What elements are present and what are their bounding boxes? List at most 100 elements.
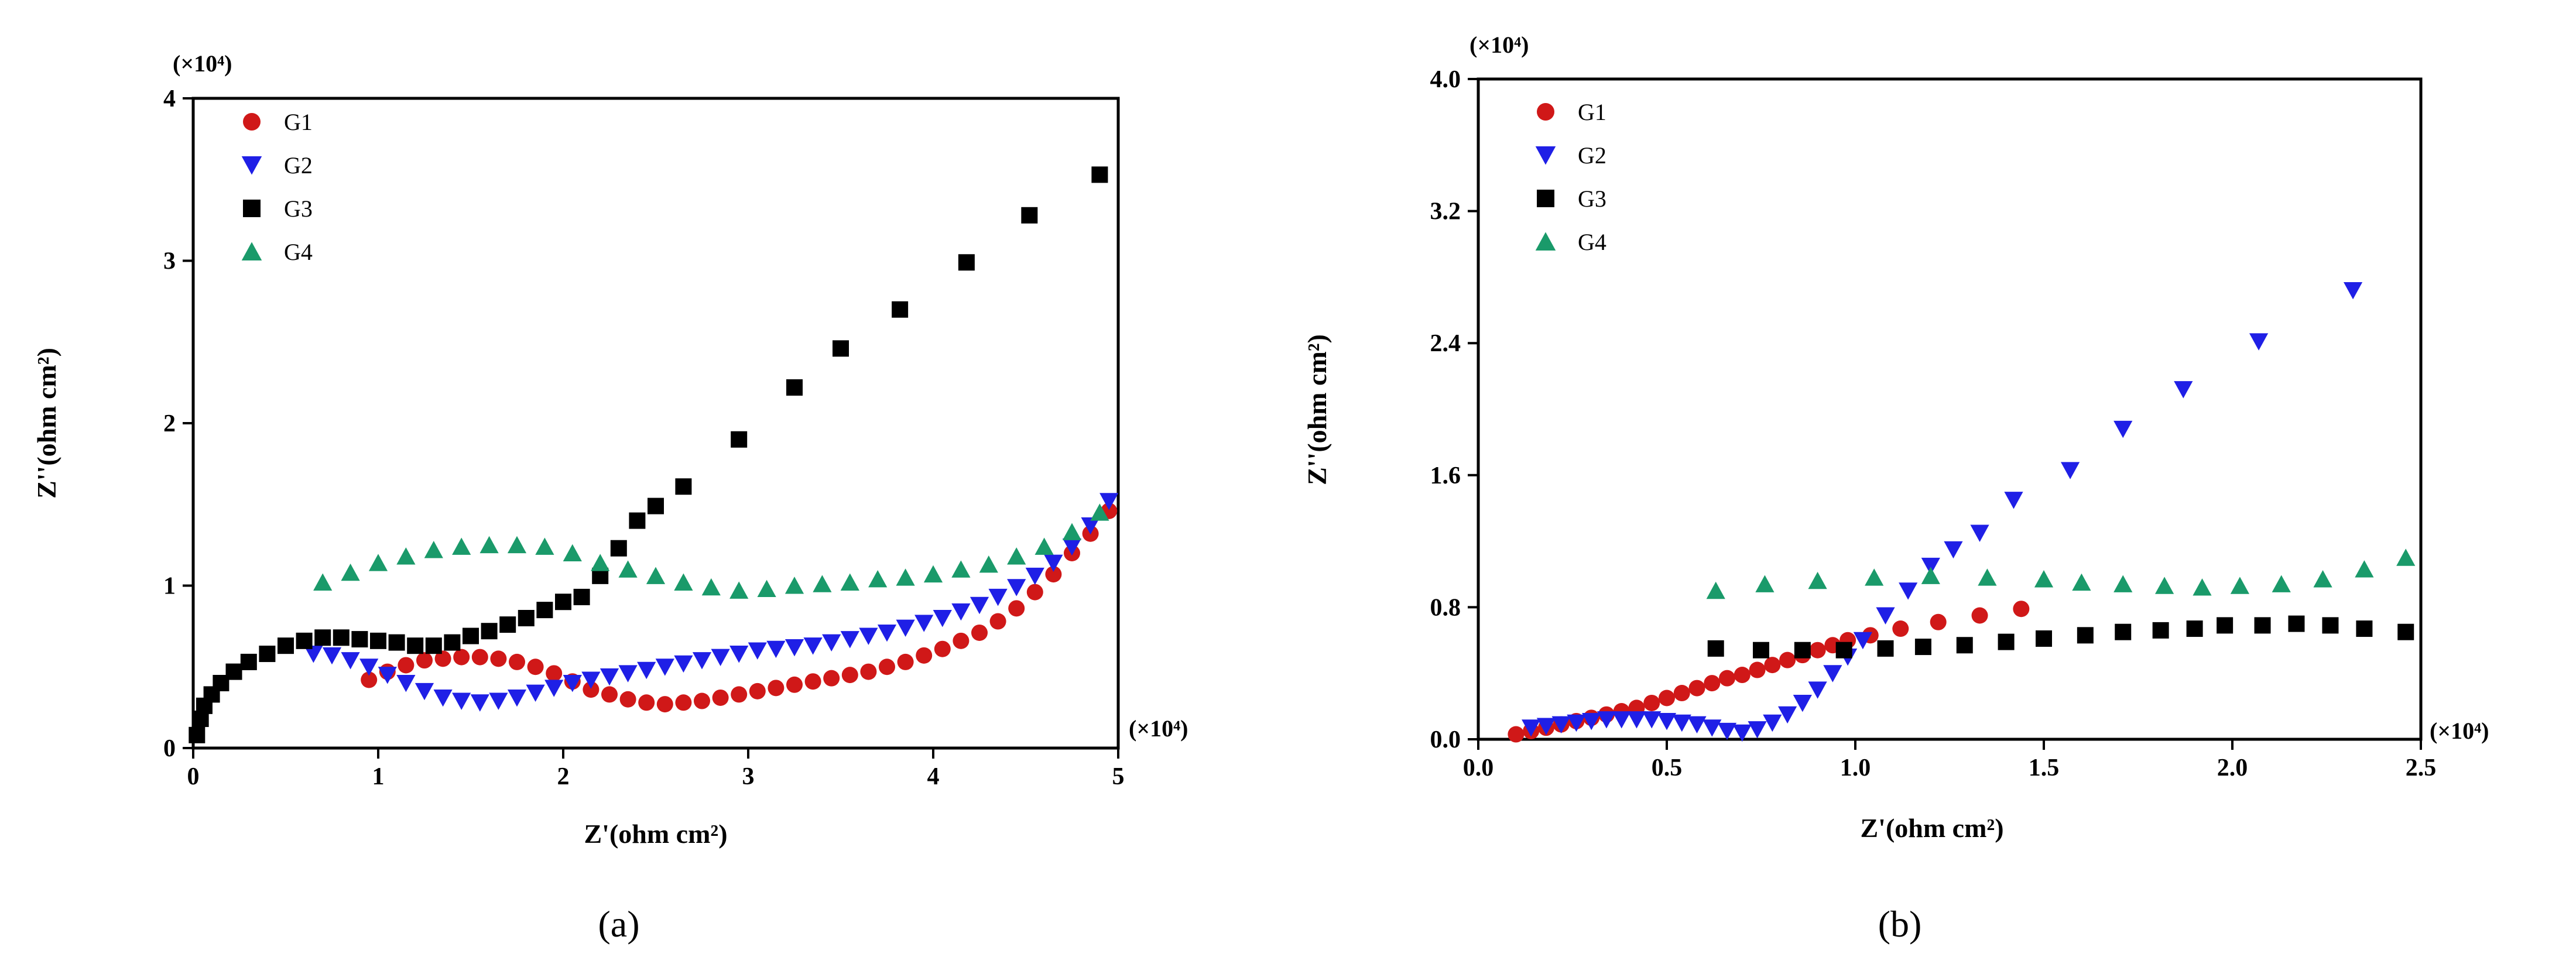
data-point: [1914, 639, 1931, 656]
data-point: [701, 578, 721, 596]
data-point: [2249, 333, 2269, 351]
data-point: [2313, 570, 2332, 588]
data-point: [1643, 694, 1660, 711]
data-point: [509, 653, 525, 670]
data-point: [1007, 547, 1026, 565]
data-point: [526, 684, 545, 702]
data-point: [415, 683, 434, 701]
x-multiplier: (×10⁴): [1129, 715, 1188, 742]
data-point: [674, 655, 693, 673]
data-point: [333, 629, 350, 646]
data-point: [470, 694, 489, 712]
data-point: [2186, 620, 2203, 637]
data-point: [896, 568, 915, 586]
data-point: [1673, 685, 1690, 702]
data-point: [933, 610, 952, 627]
data-point: [786, 379, 803, 396]
data-point: [2288, 615, 2305, 632]
data-point: [989, 613, 1006, 630]
data-point: [1808, 571, 1827, 589]
data-point: [1597, 711, 1616, 729]
data-point: [2272, 575, 2291, 592]
data-point: [2356, 620, 2373, 637]
data-point: [2230, 577, 2249, 594]
data-point: [692, 652, 712, 670]
data-point: [1763, 714, 1782, 732]
data-point: [618, 665, 638, 683]
legend-item-g2: G2: [241, 152, 313, 179]
data-point: [1978, 568, 1997, 586]
data-point: [1099, 493, 1119, 510]
x-tick-label: 0.0: [1463, 754, 1494, 781]
data-point: [1755, 575, 1775, 592]
axis-ticks: 0.0 0.5 1.0 1.5 2.0 2.5 0.0 0.8 1.6 2.4 3.2 4.0: [1430, 66, 2437, 781]
data-point: [804, 673, 821, 690]
data-point: [840, 631, 859, 649]
x-tick-label: 1: [372, 763, 385, 790]
data-point: [785, 577, 804, 594]
data-point: [378, 667, 397, 684]
legend-item-g1: G1: [1537, 99, 1606, 125]
series-g1: [361, 502, 1118, 713]
data-point: [970, 596, 989, 615]
data-point: [463, 627, 479, 644]
data-point: [398, 657, 415, 674]
data-points: [189, 166, 1119, 743]
data-point: [1062, 523, 1082, 540]
data-point: [581, 671, 601, 689]
x-tick-label: 4: [927, 763, 940, 790]
data-point: [2217, 617, 2234, 634]
data-point: [2060, 462, 2080, 479]
data-point: [452, 692, 471, 710]
legend-label: G3: [1578, 186, 1606, 212]
data-point: [1062, 538, 1082, 556]
x-multiplier: (×10⁴): [2430, 718, 2489, 744]
data-point: [1717, 722, 1737, 740]
series-g4: [1706, 548, 2416, 599]
x-tick-label: 2: [557, 763, 570, 790]
y-tick-label: 4.0: [1430, 66, 1461, 93]
data-point: [555, 594, 571, 611]
data-point: [489, 692, 508, 710]
data-point: [1956, 637, 1973, 654]
data-point: [341, 563, 360, 581]
data-point: [225, 663, 242, 680]
data-point: [2193, 578, 2212, 596]
data-point: [951, 560, 971, 578]
data-point: [675, 694, 692, 711]
data-point: [2072, 573, 2091, 591]
data-point: [629, 512, 646, 529]
legend-marker: [1535, 146, 1556, 165]
data-point: [2254, 617, 2271, 634]
data-point: [388, 634, 405, 651]
data-point: [1753, 642, 1769, 659]
data-point: [757, 579, 776, 598]
data-point: [914, 615, 934, 632]
data-point: [638, 694, 655, 711]
data-point: [425, 637, 442, 654]
data-point: [655, 659, 674, 676]
data-point: [1034, 537, 1054, 555]
legend-marker: [243, 113, 261, 131]
data-point: [1892, 620, 1909, 637]
data-point: [2343, 282, 2363, 300]
data-point: [536, 602, 553, 619]
legend-marker: [1537, 190, 1554, 207]
data-point: [1719, 670, 1736, 687]
data-point: [1582, 712, 1601, 730]
data-point: [1794, 642, 1811, 659]
legend-label: G4: [1578, 229, 1606, 255]
x-tick-label: 5: [1112, 763, 1125, 790]
data-point: [610, 540, 627, 557]
data-point: [1091, 166, 1108, 183]
y-tick-label: 0: [163, 735, 176, 762]
data-point: [675, 478, 692, 495]
data-point: [2115, 623, 2132, 640]
data-point: [2355, 560, 2374, 578]
data-point: [840, 573, 859, 591]
legend-label: G3: [284, 196, 313, 222]
data-point: [304, 646, 323, 663]
data-point: [2077, 627, 2094, 644]
data-point: [490, 650, 507, 667]
data-point: [1090, 503, 1109, 521]
